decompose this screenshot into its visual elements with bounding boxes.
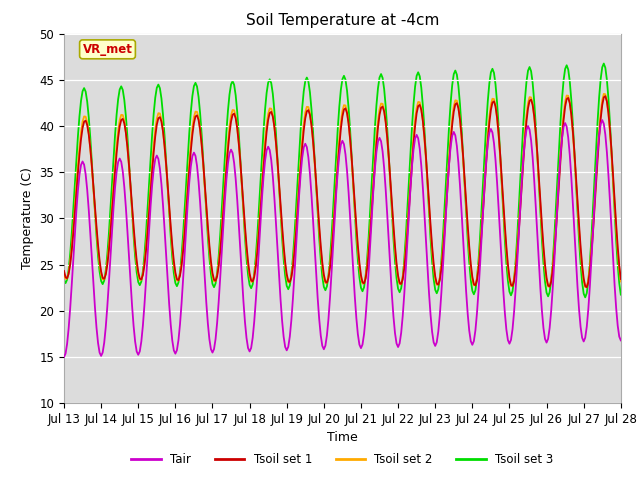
Tsoil set 1 — [164, 181, 172, 187]
Tsoil set 3 — [549, 259, 557, 265]
Tsoil set 3 — [377, 71, 385, 77]
Tsoil set 1 — [549, 267, 557, 273]
Tsoil set 3 — [164, 183, 172, 189]
Tsoil set 2 — [581, 284, 589, 290]
Tair — [408, 163, 416, 169]
Tair — [617, 337, 625, 343]
Tsoil set 2 — [617, 278, 625, 284]
Tsoil set 1 — [583, 284, 591, 290]
Tair — [60, 354, 68, 360]
Tsoil set 2 — [549, 264, 557, 269]
Title: Soil Temperature at -4cm: Soil Temperature at -4cm — [246, 13, 439, 28]
Tair — [598, 117, 606, 123]
Legend: Tair, Tsoil set 1, Tsoil set 2, Tsoil set 3: Tair, Tsoil set 1, Tsoil set 2, Tsoil se… — [127, 449, 558, 471]
Tsoil set 3 — [76, 113, 83, 119]
Line: Tsoil set 3: Tsoil set 3 — [64, 63, 621, 297]
Y-axis label: Temperature (C): Temperature (C) — [21, 168, 34, 269]
Text: VR_met: VR_met — [83, 43, 132, 56]
Tsoil set 1 — [60, 268, 68, 274]
Tsoil set 3 — [600, 60, 607, 66]
Tsoil set 1 — [602, 93, 609, 99]
Tsoil set 3 — [396, 289, 403, 295]
Tsoil set 2 — [60, 271, 68, 276]
Tsoil set 2 — [600, 91, 607, 97]
Tair — [396, 340, 403, 346]
Tsoil set 1 — [408, 161, 416, 167]
Tsoil set 2 — [377, 101, 385, 107]
Line: Tsoil set 2: Tsoil set 2 — [64, 94, 621, 287]
Tair — [377, 138, 385, 144]
Tsoil set 1 — [617, 276, 625, 282]
Tsoil set 3 — [617, 292, 625, 298]
Tsoil set 2 — [396, 281, 403, 287]
Tair — [549, 285, 557, 291]
Tsoil set 1 — [377, 105, 385, 111]
Tair — [76, 172, 83, 178]
Tsoil set 2 — [76, 144, 83, 150]
X-axis label: Time: Time — [327, 432, 358, 444]
Line: Tair: Tair — [64, 120, 621, 357]
Tsoil set 2 — [164, 184, 172, 190]
Tsoil set 2 — [408, 154, 416, 160]
Tsoil set 3 — [581, 294, 589, 300]
Tsoil set 3 — [60, 277, 68, 283]
Tsoil set 1 — [396, 280, 403, 286]
Line: Tsoil set 1: Tsoil set 1 — [64, 96, 621, 287]
Tair — [164, 277, 172, 283]
Tsoil set 1 — [76, 152, 83, 157]
Tsoil set 3 — [408, 124, 416, 130]
